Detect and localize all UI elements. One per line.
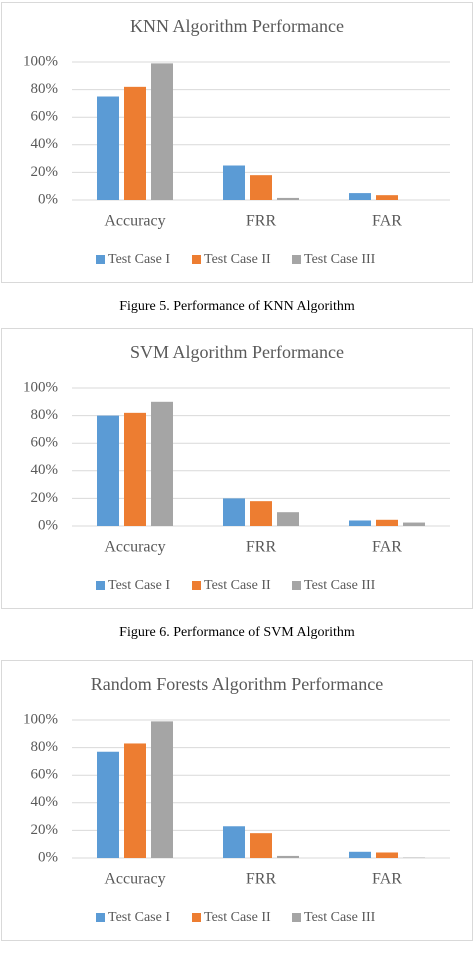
legend-label: Test Case III — [304, 910, 376, 925]
bar — [376, 195, 398, 200]
legend-swatch — [292, 255, 301, 264]
bar — [349, 520, 371, 526]
bar — [223, 826, 245, 858]
legend-label: Test Case II — [204, 578, 271, 593]
legend-swatch — [192, 255, 201, 264]
bar — [124, 743, 146, 858]
legend-swatch — [292, 581, 301, 590]
bar — [349, 193, 371, 200]
x-tick-label: FRR — [246, 213, 277, 230]
y-tick-label: 40% — [31, 794, 59, 810]
legend-label: Test Case I — [108, 252, 170, 267]
bar — [124, 86, 146, 200]
chart-border — [1, 328, 473, 609]
legend-swatch — [192, 581, 201, 590]
x-tick-label: Accuracy — [104, 539, 165, 556]
legend-swatch — [96, 581, 105, 590]
bar — [349, 851, 371, 858]
legend-label: Test Case III — [304, 252, 376, 267]
chart-title: KNN Algorithm Performance — [130, 16, 344, 36]
figure-caption: Figure 6. Performance of SVM Algorithm — [119, 625, 355, 640]
y-tick-label: 20% — [31, 490, 59, 506]
bar — [223, 165, 245, 200]
y-tick-label: 80% — [31, 739, 59, 755]
bar — [97, 751, 119, 858]
y-tick-label: 40% — [31, 136, 59, 152]
bar — [151, 63, 173, 200]
chart-border — [1, 660, 473, 941]
x-tick-label: FRR — [246, 539, 277, 556]
bar — [250, 833, 272, 858]
legend-swatch — [96, 913, 105, 922]
bar — [376, 519, 398, 526]
y-tick-label: 20% — [31, 164, 59, 180]
legend-swatch — [292, 913, 301, 922]
legend-label: Test Case II — [204, 910, 271, 925]
legend-swatch — [192, 913, 201, 922]
bar — [151, 721, 173, 858]
bar — [277, 197, 299, 200]
x-tick-label: FRR — [246, 871, 277, 888]
x-tick-label: FAR — [372, 539, 402, 556]
bar — [376, 852, 398, 858]
bar — [250, 501, 272, 526]
x-tick-label: Accuracy — [104, 871, 165, 888]
x-tick-label: FAR — [372, 871, 402, 888]
bar — [250, 175, 272, 200]
x-tick-label: FAR — [372, 213, 402, 230]
y-tick-label: 80% — [31, 81, 59, 97]
figure-caption: Figure 5. Performance of KNN Algorithm — [119, 299, 355, 314]
y-tick-label: 0% — [38, 849, 58, 865]
y-tick-label: 60% — [31, 109, 59, 125]
legend-label: Test Case I — [108, 910, 170, 925]
bar — [277, 512, 299, 526]
y-tick-label: 100% — [23, 711, 58, 727]
chart-title: Random Forests Algorithm Performance — [91, 674, 383, 694]
legend-label: Test Case II — [204, 252, 271, 267]
y-tick-label: 60% — [31, 767, 59, 783]
legend-label: Test Case I — [108, 578, 170, 593]
y-tick-label: 0% — [38, 517, 58, 533]
bar — [151, 401, 173, 526]
y-tick-label: 20% — [31, 822, 59, 838]
y-tick-label: 60% — [31, 435, 59, 451]
bar — [124, 412, 146, 526]
y-tick-label: 40% — [31, 462, 59, 478]
y-tick-label: 100% — [23, 379, 58, 395]
x-tick-label: Accuracy — [104, 213, 165, 230]
bar — [403, 522, 425, 526]
y-tick-label: 0% — [38, 191, 58, 207]
y-tick-label: 100% — [23, 53, 58, 69]
bar — [97, 96, 119, 200]
chart-title: SVM Algorithm Performance — [130, 342, 344, 362]
bar — [277, 855, 299, 858]
legend-label: Test Case III — [304, 578, 376, 593]
chart-border — [1, 2, 473, 283]
y-tick-label: 80% — [31, 407, 59, 423]
bar — [97, 415, 119, 526]
legend-swatch — [96, 255, 105, 264]
bar — [223, 498, 245, 526]
